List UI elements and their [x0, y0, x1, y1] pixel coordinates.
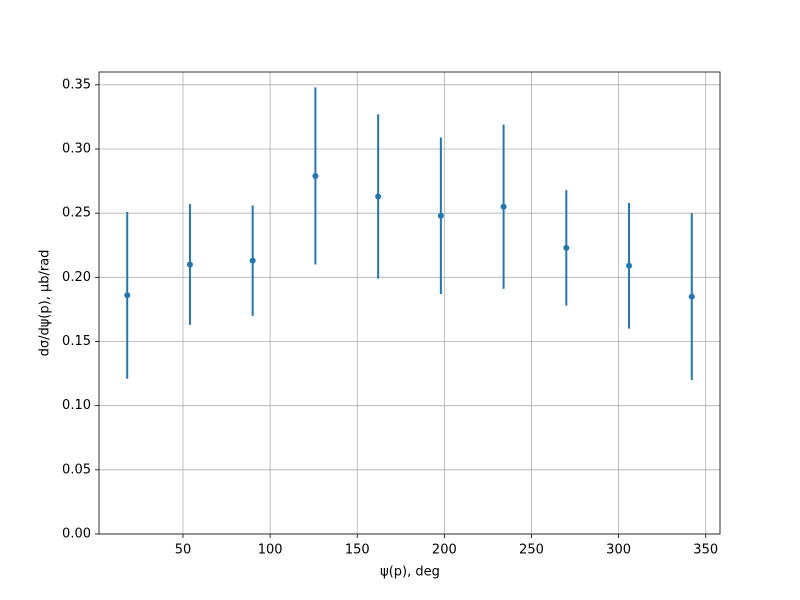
plot-frame: [98, 71, 721, 535]
x-tick-label: 200: [432, 543, 457, 558]
data-point: [249, 257, 256, 264]
x-axis-label: ψ(p), deg: [380, 565, 440, 580]
y-tick-label: 0.00: [62, 527, 91, 542]
x-tick-label: 50: [175, 543, 192, 558]
y-tick-label: 0.20: [62, 270, 91, 285]
x-tick-label: 150: [345, 543, 370, 558]
data-point: [312, 172, 319, 179]
data-point: [124, 292, 131, 299]
data-point: [563, 244, 570, 251]
y-axis-label: dσ/dψ(p), μb/rad: [38, 250, 53, 357]
x-tick-label: 100: [258, 543, 283, 558]
x-tick-label: 350: [693, 543, 718, 558]
x-tick-label: 300: [606, 543, 631, 558]
data-point: [688, 293, 695, 300]
data-point: [186, 261, 193, 268]
data-point: [500, 203, 507, 210]
y-tick-label: 0.30: [62, 142, 91, 157]
y-tick-label: 0.35: [62, 77, 91, 92]
data-point: [626, 262, 633, 269]
data-point: [375, 193, 382, 200]
y-tick-label: 0.15: [62, 334, 91, 349]
y-tick-label: 0.05: [62, 462, 91, 477]
y-tick-label: 0.10: [62, 398, 91, 413]
data-point: [437, 212, 444, 219]
y-tick-label: 0.25: [62, 206, 91, 221]
x-tick-label: 250: [519, 543, 544, 558]
